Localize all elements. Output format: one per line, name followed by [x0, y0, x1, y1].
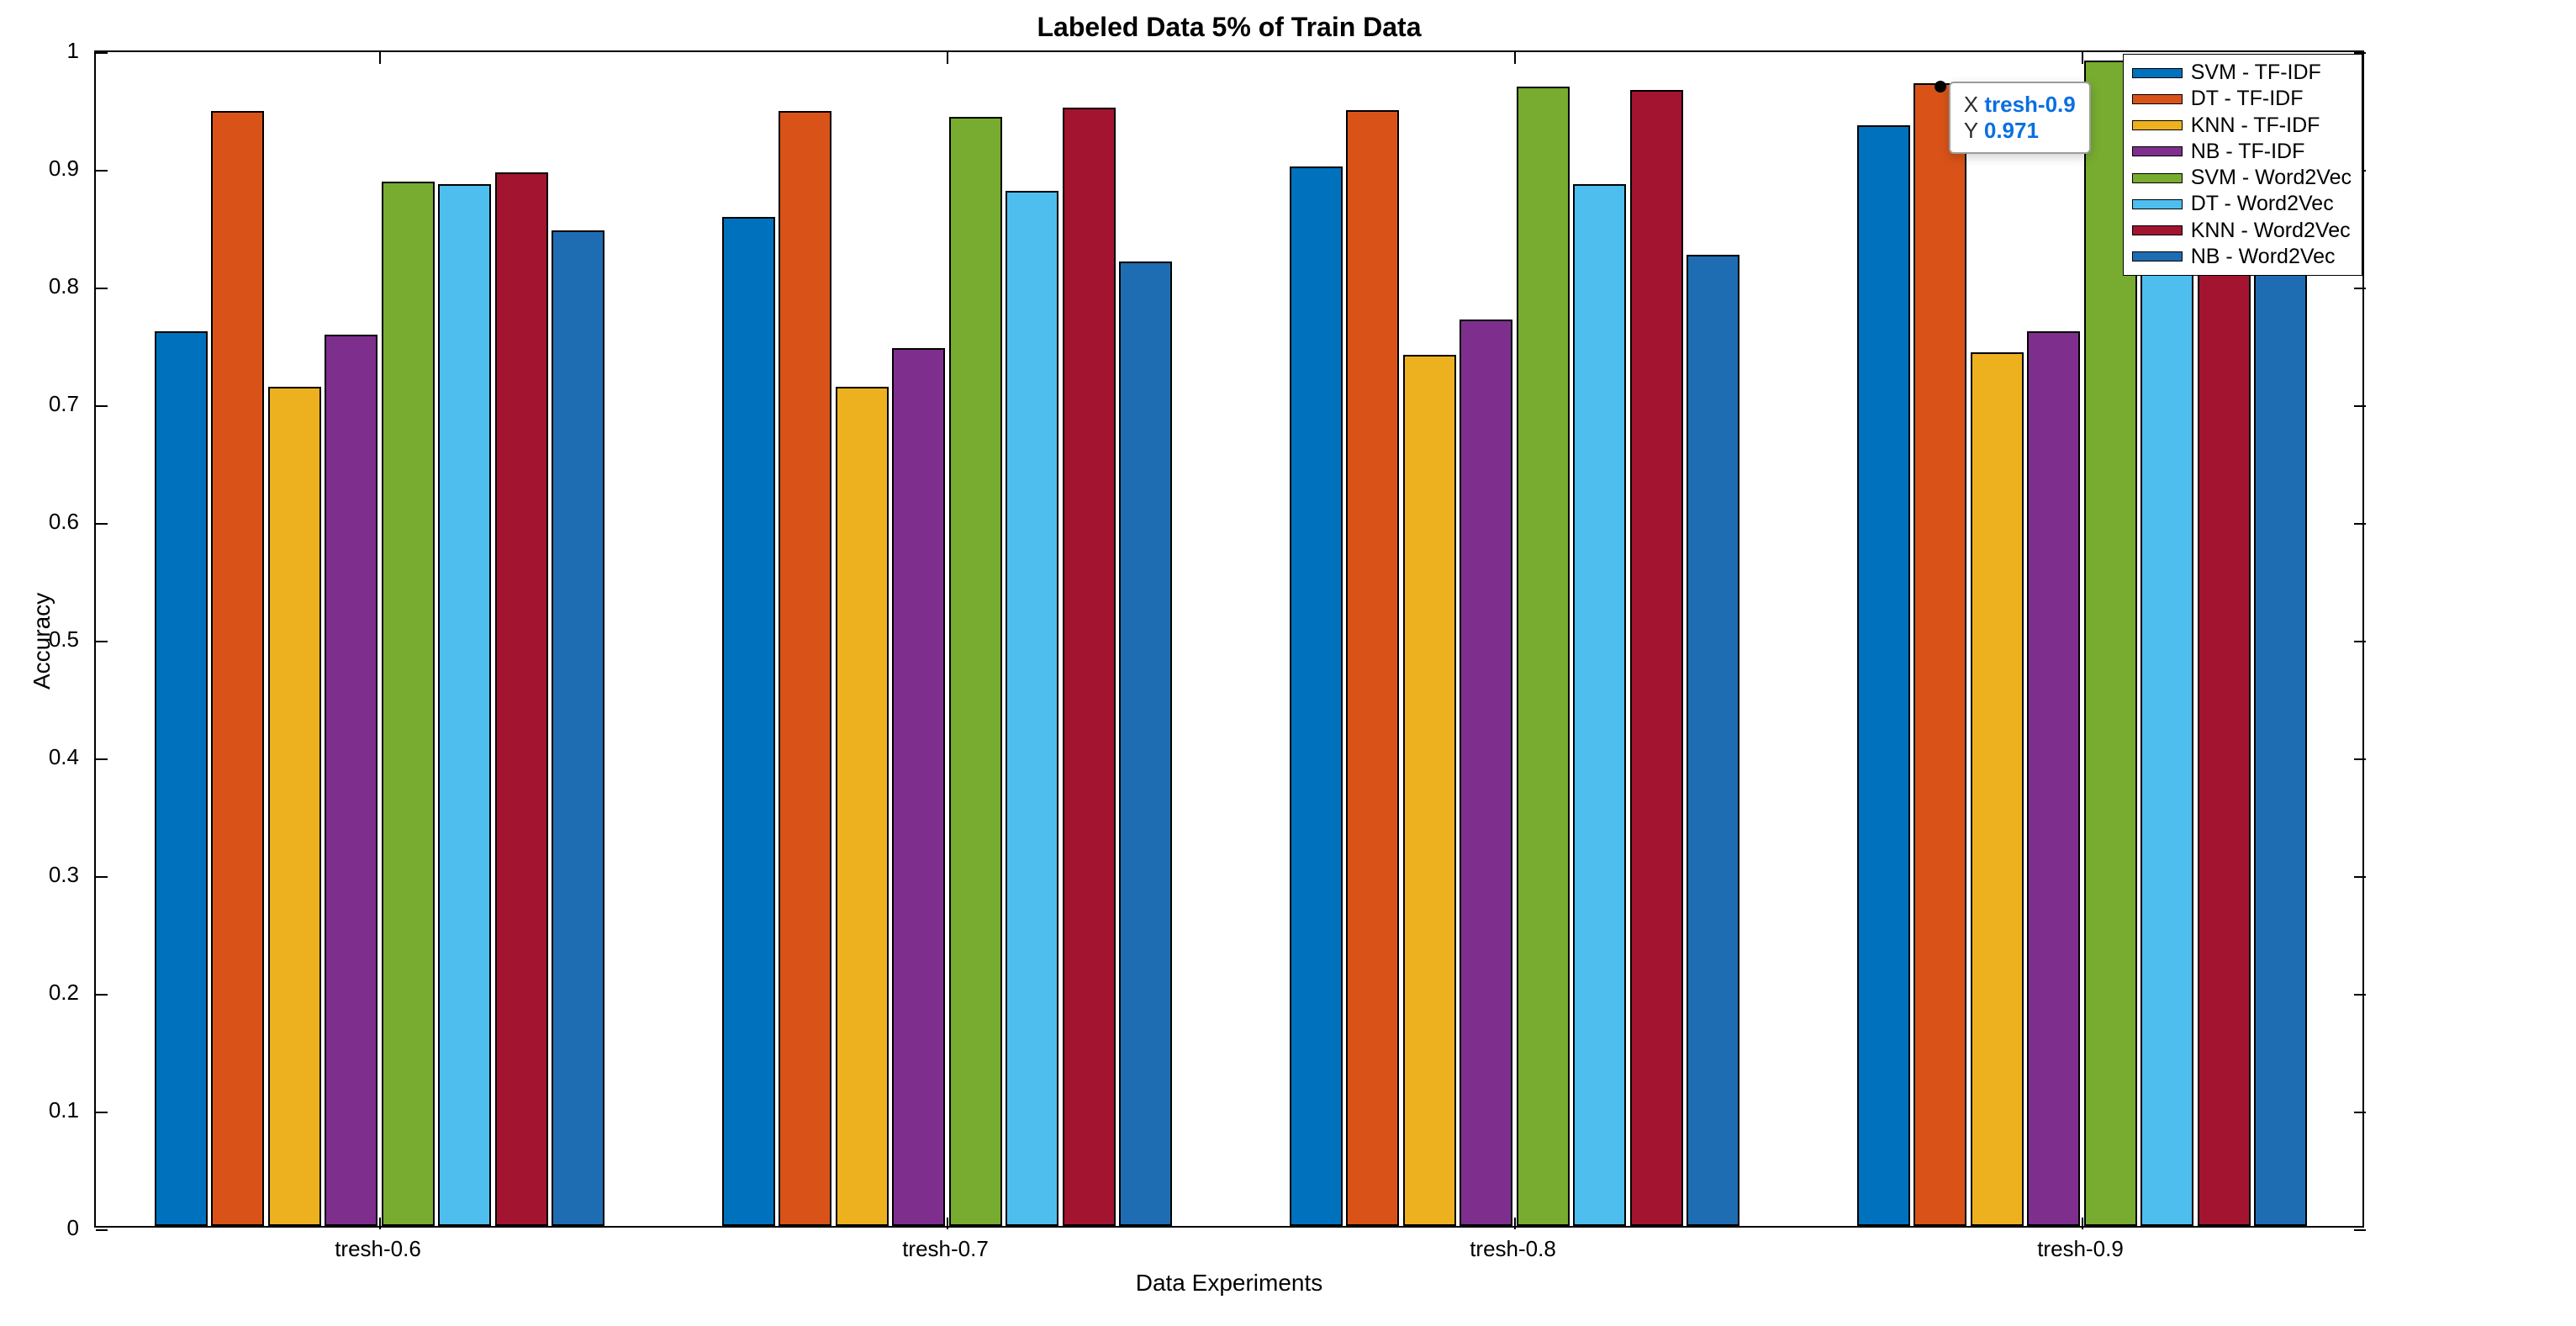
- datatip-line: Y 0.971: [1964, 118, 2076, 144]
- ytick-label: 0.8: [0, 273, 79, 299]
- bar[interactable]: [722, 217, 775, 1226]
- legend: SVM - TF-IDFDT - TF-IDFKNN - TF-IDFNB - …: [2123, 54, 2362, 276]
- legend-item[interactable]: NB - TF-IDF: [2132, 139, 2352, 165]
- legend-label: DT - Word2Vec: [2191, 191, 2334, 217]
- legend-label: NB - Word2Vec: [2191, 244, 2336, 270]
- datatip[interactable]: X tresh-0.9Y 0.971: [1949, 82, 2091, 154]
- xtick-label: tresh-0.7: [902, 1236, 989, 1262]
- legend-label: SVM - TF-IDF: [2191, 60, 2321, 86]
- bar[interactable]: [1119, 262, 1172, 1226]
- bar[interactable]: [1063, 108, 1116, 1226]
- y-axis-label: Accuracy: [29, 593, 55, 689]
- chart-title: Labeled Data 5% of Train Data: [94, 12, 2364, 43]
- legend-swatch: [2132, 251, 2183, 262]
- legend-item[interactable]: SVM - Word2Vec: [2132, 165, 2352, 191]
- bar[interactable]: [779, 111, 831, 1226]
- ytick-label: 0.2: [0, 980, 79, 1006]
- bar[interactable]: [1460, 320, 1512, 1226]
- bar[interactable]: [1517, 87, 1570, 1226]
- bar[interactable]: [438, 184, 491, 1226]
- bar[interactable]: [211, 111, 264, 1226]
- bar[interactable]: [1857, 125, 1910, 1226]
- legend-item[interactable]: KNN - Word2Vec: [2132, 218, 2352, 244]
- datatip-marker: [1935, 81, 1946, 92]
- bar[interactable]: [2254, 195, 2307, 1226]
- bar[interactable]: [382, 182, 435, 1226]
- bar[interactable]: [155, 331, 208, 1226]
- bar[interactable]: [495, 172, 548, 1226]
- bar[interactable]: [325, 335, 377, 1226]
- legend-swatch: [2132, 68, 2183, 78]
- legend-item[interactable]: SVM - TF-IDF: [2132, 60, 2352, 86]
- bar[interactable]: [1403, 355, 1456, 1226]
- legend-label: NB - TF-IDF: [2191, 139, 2305, 165]
- xtick-label: tresh-0.8: [1470, 1236, 1556, 1262]
- legend-item[interactable]: NB - Word2Vec: [2132, 244, 2352, 270]
- legend-label: DT - TF-IDF: [2191, 86, 2304, 112]
- datatip-line: X tresh-0.9: [1964, 92, 2076, 118]
- bar[interactable]: [1006, 191, 1058, 1226]
- legend-item[interactable]: KNN - TF-IDF: [2132, 113, 2352, 139]
- ytick-label: 0: [0, 1215, 79, 1241]
- legend-swatch: [2132, 94, 2183, 104]
- bar[interactable]: [1971, 352, 2024, 1226]
- bar[interactable]: [1914, 83, 1966, 1226]
- bar[interactable]: [1346, 110, 1399, 1226]
- legend-swatch: [2132, 199, 2183, 209]
- legend-label: SVM - Word2Vec: [2191, 165, 2352, 191]
- legend-swatch: [2132, 173, 2183, 183]
- legend-item[interactable]: DT - TF-IDF: [2132, 86, 2352, 112]
- legend-swatch: [2132, 146, 2183, 156]
- ytick-label: 1: [0, 38, 79, 64]
- bar[interactable]: [892, 348, 945, 1226]
- bar[interactable]: [552, 230, 604, 1226]
- bar[interactable]: [949, 117, 1002, 1226]
- ytick-label: 0.7: [0, 391, 79, 417]
- bar[interactable]: [1687, 255, 1739, 1226]
- bar[interactable]: [2141, 125, 2193, 1226]
- xtick-label: tresh-0.6: [335, 1236, 421, 1262]
- figure: Labeled Data 5% of Train Data 0 0.1 0.2 0.3…: [0, 0, 2576, 1326]
- ytick-label: 0.1: [0, 1097, 79, 1123]
- x-axis-label: Data Experiments: [94, 1270, 2364, 1297]
- ytick-label: 0.6: [0, 509, 79, 535]
- legend-item[interactable]: DT - Word2Vec: [2132, 191, 2352, 217]
- plot-area: [94, 50, 2364, 1228]
- legend-swatch: [2132, 225, 2183, 235]
- bar[interactable]: [1573, 184, 1626, 1226]
- legend-label: KNN - Word2Vec: [2191, 218, 2351, 244]
- bar[interactable]: [268, 387, 321, 1226]
- ytick-label: 0.9: [0, 156, 79, 182]
- xtick-label: tresh-0.9: [2037, 1236, 2124, 1262]
- bar[interactable]: [1630, 90, 1683, 1226]
- bar[interactable]: [2027, 331, 2080, 1226]
- ytick-label: 0.3: [0, 862, 79, 888]
- legend-swatch: [2132, 120, 2183, 130]
- bar[interactable]: [1290, 166, 1343, 1226]
- legend-label: KNN - TF-IDF: [2191, 113, 2320, 139]
- bar[interactable]: [836, 387, 889, 1226]
- ytick-label: 0.4: [0, 744, 79, 770]
